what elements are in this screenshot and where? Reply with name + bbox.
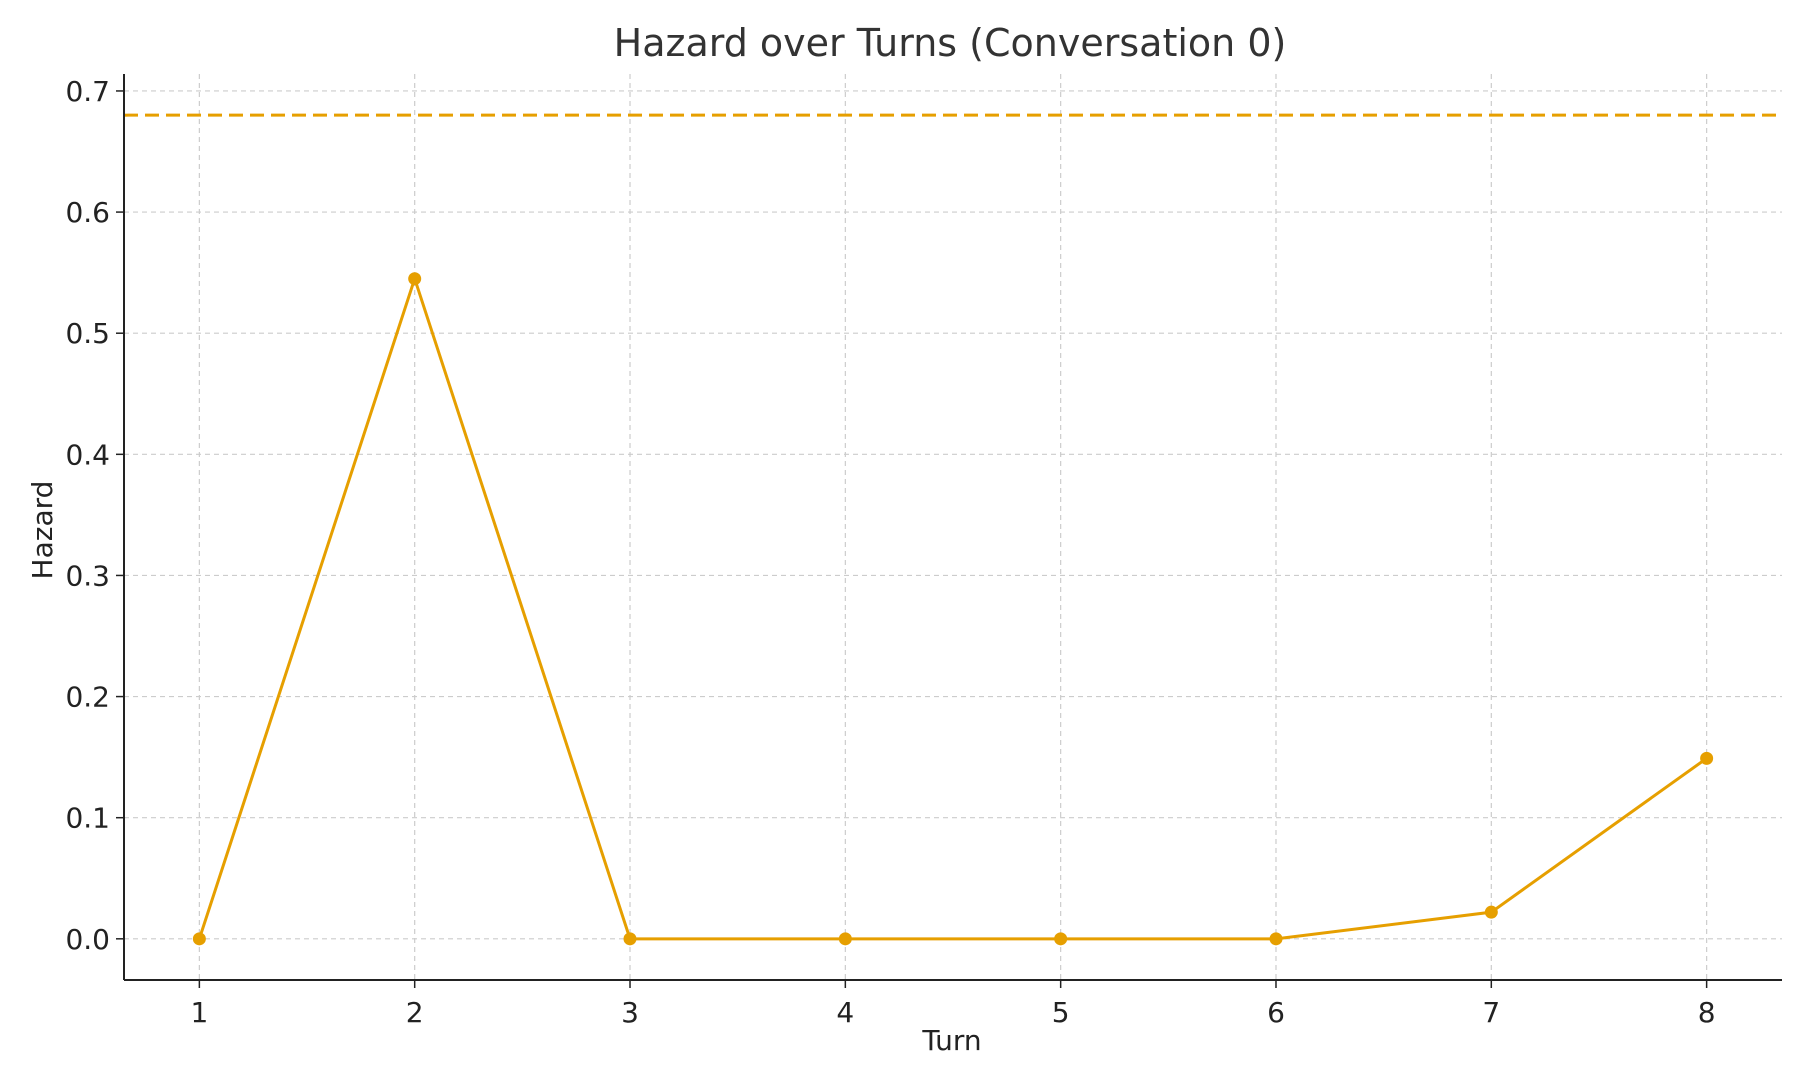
data-point [1269,932,1283,946]
data-point [838,932,852,946]
y-tick-label: 0.3 [65,559,110,592]
data-point [1484,905,1498,919]
x-tick-label: 8 [1698,996,1716,1029]
y-tick-label: 0.5 [65,317,110,350]
x-tick-label: 7 [1482,996,1500,1029]
x-tick-label: 4 [836,996,854,1029]
x-tick-label: 6 [1267,996,1285,1029]
grid-layer [124,74,1782,980]
data-point [1054,932,1068,946]
series-line [197,273,1708,941]
data-point [623,932,637,946]
y-tick-label: 0.4 [65,438,110,471]
y-tick-label: 0.2 [65,681,110,714]
data-point [192,932,206,946]
x-axis-label: Turn [921,1024,981,1057]
x-tick-label: 1 [190,996,208,1029]
series-layer [192,272,1714,946]
y-axis-label: Hazard [26,481,59,580]
x-tick-label: 2 [406,996,424,1029]
chart-title: Hazard over Turns (Conversation 0) [614,21,1287,65]
x-tick-label: 5 [1052,996,1070,1029]
axes-layer [123,74,1782,981]
data-point [408,272,422,286]
y-tick-label: 0.6 [65,196,110,229]
y-tick-label: 0.7 [65,75,110,108]
ticks-layer: 1 2 3 4 5 6 7 8 0.0 0.1 0.2 0.3 0.4 0.5 0.6 0.7 [65,75,1715,1029]
x-tick-label: 3 [621,996,639,1029]
y-tick-label: 0.0 [65,923,110,956]
data-point [1700,751,1714,765]
y-tick-label: 0.1 [65,802,110,835]
